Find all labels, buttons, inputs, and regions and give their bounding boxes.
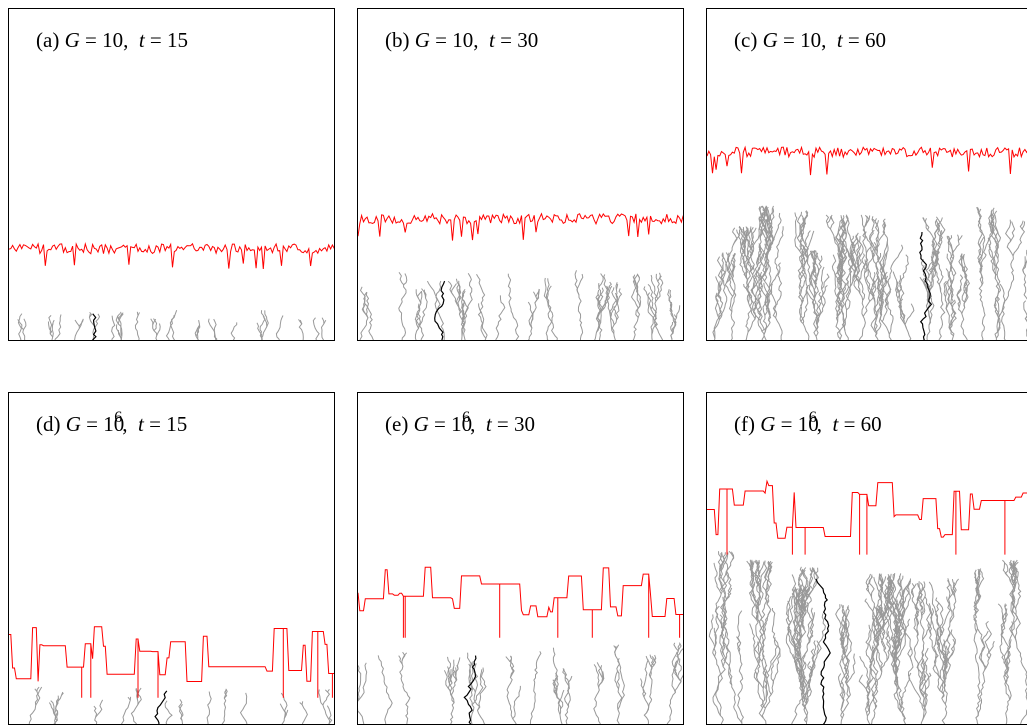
highlighted-path <box>919 231 933 340</box>
panel-e: (e) G = 106, t = 30 <box>357 392 684 725</box>
cluster-branches <box>358 642 683 724</box>
simulation-plot <box>9 242 334 340</box>
simulation-plot <box>707 479 1027 724</box>
separator: , <box>123 28 139 52</box>
param-t-symbol: t <box>138 28 145 52</box>
panel-b: (b) G = 10, t = 30 <box>357 8 684 341</box>
panel-letter: (f) <box>734 412 761 436</box>
param-g-value: = 10 <box>775 412 819 436</box>
param-g-exponent: 6 <box>114 409 123 426</box>
panel-letter: (c) <box>734 28 763 52</box>
simulation-plot <box>358 212 683 340</box>
param-t-value: = 60 <box>838 412 882 436</box>
param-g-symbol: G <box>760 412 776 436</box>
param-g-symbol: G <box>64 28 80 52</box>
panel-f: (f) G = 106, t = 60 <box>706 392 1027 725</box>
highlighted-path <box>815 578 831 724</box>
param-t-symbol: t <box>489 28 495 52</box>
panel-c: (c) G = 10, t = 60 <box>706 8 1027 341</box>
cluster-branches <box>359 270 681 340</box>
panel-label: (b) G = 10, t = 30 <box>385 28 538 53</box>
panel-letter: (a) <box>36 28 65 52</box>
panel-label: (e) G = 106, t = 30 <box>385 409 536 437</box>
panel-letter: (b) <box>385 28 415 52</box>
param-g-symbol: G <box>762 28 778 52</box>
param-t-symbol: t <box>138 412 144 436</box>
simulation-plot <box>358 566 683 724</box>
separator: , <box>816 412 833 436</box>
front-line <box>358 212 683 241</box>
param-g-exponent: 6 <box>808 409 817 426</box>
param-g-value: = 10 <box>79 28 124 52</box>
simulation-plot <box>707 145 1027 340</box>
param-t-value: = 30 <box>494 28 539 52</box>
highlighted-path <box>434 280 446 340</box>
highlighted-path <box>92 313 97 340</box>
panel-letter: (d) <box>36 412 66 436</box>
front-line <box>9 626 334 698</box>
panel-label: (a) G = 10, t = 15 <box>36 28 188 53</box>
panel-label: (f) G = 106, t = 60 <box>734 409 882 437</box>
param-t-value: = 15 <box>143 412 188 436</box>
panel-d: (d) G = 106, t = 15 <box>8 392 335 725</box>
cluster-branches <box>28 686 333 724</box>
param-g-symbol: G <box>414 28 430 52</box>
param-g-value: = 10 <box>428 412 473 436</box>
param-g-symbol: G <box>413 412 429 436</box>
separator: , <box>821 28 837 52</box>
param-t-value: = 60 <box>842 28 887 52</box>
separator: , <box>473 28 490 52</box>
param-t-value: = 15 <box>144 28 189 52</box>
simulation-plot <box>9 626 334 724</box>
separator: , <box>470 412 486 436</box>
param-g-value: = 10 <box>777 28 822 52</box>
cluster-branches <box>17 310 327 340</box>
param-t-symbol: t <box>836 28 843 52</box>
front-line <box>707 479 1027 555</box>
param-g-value: = 10 <box>80 412 125 436</box>
panel-label: (d) G = 106, t = 15 <box>36 409 188 437</box>
param-t-value: = 30 <box>491 412 536 436</box>
param-g-exponent: 6 <box>462 409 471 426</box>
param-t-symbol: t <box>485 412 492 436</box>
param-g-symbol: G <box>65 412 81 436</box>
front-line <box>707 145 1027 176</box>
front-line <box>358 566 683 638</box>
param-g-value: = 10 <box>429 28 474 52</box>
front-line <box>9 242 334 269</box>
cluster-branches <box>712 205 1027 340</box>
panel-a: (a) G = 10, t = 15 <box>8 8 335 341</box>
panel-letter: (e) <box>385 412 414 436</box>
separator: , <box>122 412 139 436</box>
cluster-branches <box>708 550 1027 724</box>
panel-label: (c) G = 10, t = 60 <box>734 28 886 53</box>
param-t-symbol: t <box>832 412 839 436</box>
highlighted-path <box>463 655 477 724</box>
highlighted-path <box>154 690 168 724</box>
